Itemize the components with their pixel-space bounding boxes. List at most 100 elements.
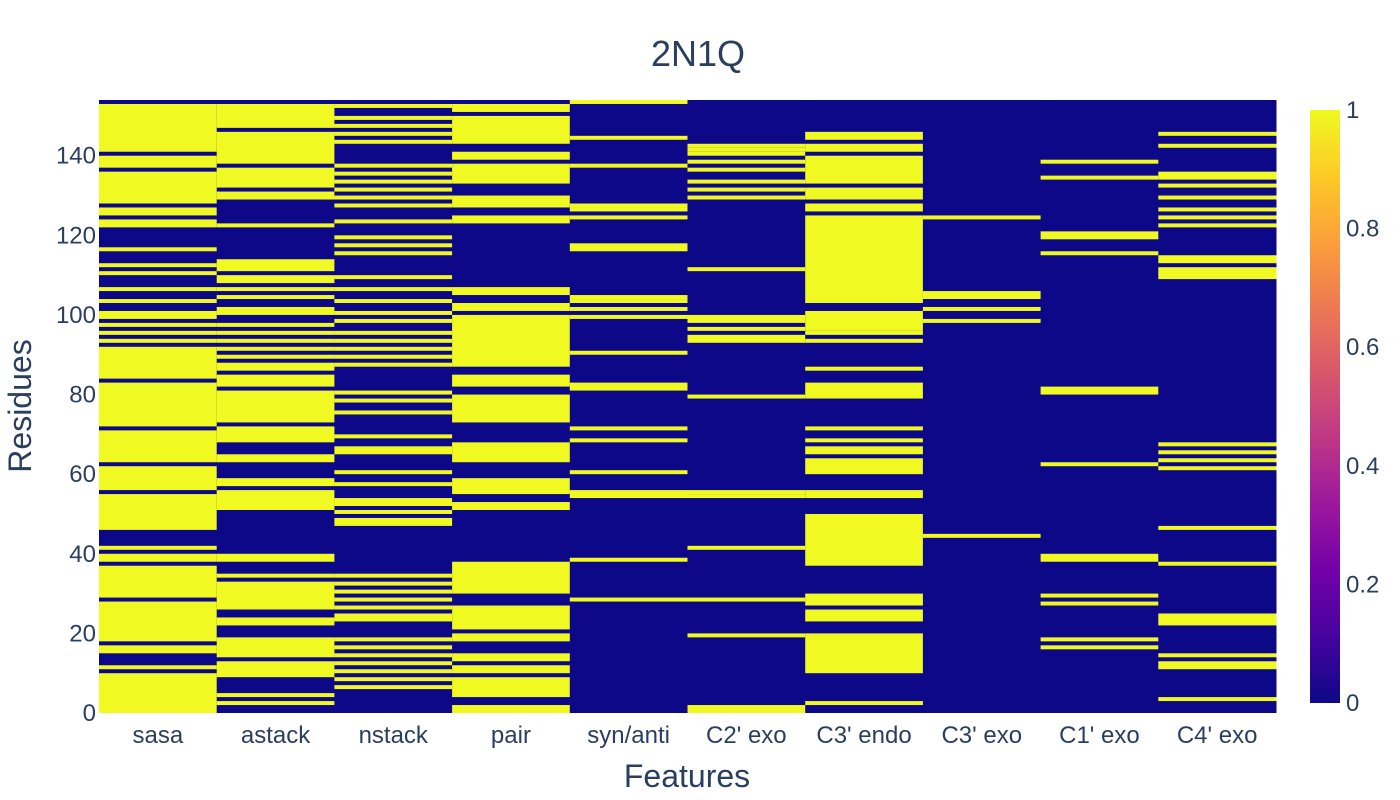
heatmap-cell-one [216, 553, 335, 562]
heatmap-cell-one [216, 637, 335, 658]
heatmap-cell-one [334, 390, 453, 395]
heatmap-cell-one [334, 310, 453, 315]
heatmap-cell-one [216, 454, 335, 463]
heatmap-cell-one [452, 705, 571, 713]
heatmap-column [452, 100, 571, 713]
heatmap-cell-one [334, 685, 453, 690]
colorbar-tick-label: 0.2 [1346, 571, 1379, 598]
heatmap-cell-one [687, 490, 806, 495]
heatmap-cell-one [99, 322, 218, 327]
heatmap-cell-one [805, 203, 924, 212]
heatmap-cell-one [805, 131, 924, 140]
heatmap-cell-one [1158, 458, 1277, 463]
heatmap-cell-one [216, 223, 335, 228]
colorbar-tick-label: 1 [1346, 97, 1359, 124]
heatmap-cell-one [216, 581, 335, 610]
heatmap-cell-one [805, 633, 924, 674]
y-tick-label: 80 [69, 382, 96, 409]
heatmap-cell-one [334, 338, 453, 343]
heatmap-column [687, 100, 806, 713]
heatmap-cell-one [99, 263, 218, 268]
heatmap-cell-one [1158, 466, 1277, 471]
heatmap-cell-one [1158, 653, 1277, 658]
heatmap-cell-one [1158, 442, 1277, 447]
heatmap-cell-one [452, 502, 571, 510]
heatmap-cell-one [1040, 231, 1159, 240]
heatmap-cell-one [805, 426, 924, 431]
heatmap-cell-one [99, 665, 218, 670]
heatmap-cell-one [99, 338, 218, 343]
heatmap-cell-one [805, 701, 924, 706]
heatmap-cell-one [1040, 645, 1159, 650]
heatmap-cell-one [687, 195, 806, 200]
heatmap-cell-one [569, 438, 688, 443]
y-tick-label: 40 [69, 541, 96, 568]
heatmap-cell-one [334, 669, 453, 674]
heatmap-cell-one [99, 601, 218, 642]
heatmap-cell-one [1158, 661, 1277, 670]
heatmap-cell-one [452, 561, 571, 594]
y-axis-title: Residues [2, 339, 38, 472]
heatmap-cell-one [216, 322, 335, 327]
x-axis-title: Features [624, 758, 750, 794]
heatmap-cell-one [452, 303, 571, 311]
heatmap-cell-one [452, 287, 571, 296]
colorbar: 0 0.2 0.4 0.6 0.8 1 [1310, 97, 1379, 717]
heatmap-column [805, 100, 924, 713]
heatmap-cell-one [99, 430, 218, 463]
heatmap-cell-one [805, 215, 924, 304]
heatmap-column [99, 100, 218, 713]
heatmap-cell-one [334, 346, 453, 351]
heatmap-cell-one [334, 434, 453, 439]
heatmap-cell-one [1040, 386, 1159, 395]
heatmap-cell-one [216, 103, 335, 128]
x-tick-label: C2' exo [706, 722, 787, 749]
heatmap-cell-one [452, 677, 571, 698]
y-tick-label: 140 [56, 143, 96, 170]
heatmap-cell-one [1040, 175, 1159, 180]
heatmap-cell-one [1158, 613, 1277, 626]
heatmap-cell-one [569, 243, 688, 252]
heatmap-cell-one [1158, 215, 1277, 220]
heatmap-cell-one [334, 362, 453, 367]
x-tick-label: C1' exo [1059, 722, 1140, 749]
heatmap-cell-one [216, 131, 335, 164]
heatmap-cell-one [334, 677, 453, 682]
y-axis-ticks: 0 20 40 60 80 100 120 140 [56, 143, 96, 727]
heatmap-cell-one [334, 470, 453, 475]
heatmap-cell-one [569, 557, 688, 562]
heatmap-cell-one [216, 346, 335, 351]
y-tick-label: 0 [83, 700, 96, 727]
heatmap-cell-one [452, 103, 571, 112]
heatmap-cell-one [922, 318, 1042, 323]
heatmap-cell-one [1040, 251, 1159, 256]
heatmap-cell-one [805, 490, 924, 499]
heatmap-cell-one [334, 139, 453, 144]
heatmap-cell-one [687, 143, 806, 148]
heatmap-cell-one [334, 446, 453, 455]
heatmap-cell-one [1040, 462, 1159, 467]
heatmap-cell-one [569, 203, 688, 208]
colorbar-tick-label: 0.6 [1346, 334, 1379, 361]
heatmap-cell-one [452, 374, 571, 387]
heatmap-cell-one [452, 215, 571, 224]
heatmap-cell-one [452, 653, 571, 662]
heatmap-column [569, 100, 688, 713]
heatmap-cell-one [1040, 553, 1159, 562]
heatmap-cell-one [334, 498, 453, 507]
heatmap-cell-one [216, 490, 335, 510]
heatmap-cell-one [452, 394, 571, 423]
heatmap-cell-one [216, 478, 335, 487]
heatmap-cell-one [99, 310, 218, 319]
heatmap-cell-one [216, 374, 335, 387]
heatmap-cell-one [1040, 601, 1159, 606]
heatmap-cell-one [452, 478, 571, 495]
heatmap-cell-one [1158, 143, 1277, 148]
heatmap-cell-one [334, 195, 453, 200]
heatmap-cell-one [99, 346, 218, 379]
heatmap-cell-one [569, 597, 688, 602]
heatmap-cell-one [334, 115, 453, 120]
heatmap-cell-one [334, 287, 453, 292]
heatmap-cell-one [216, 617, 335, 626]
heatmap-cell-one [805, 330, 924, 335]
